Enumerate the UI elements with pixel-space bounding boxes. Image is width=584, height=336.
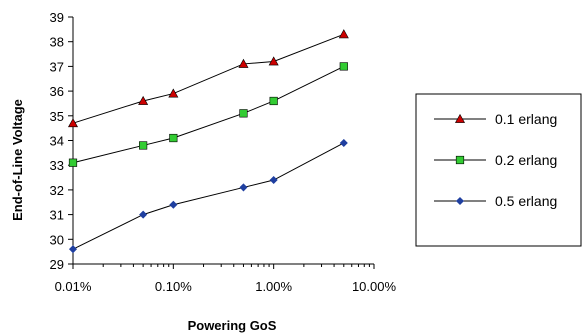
legend-marker	[454, 113, 466, 123]
data-point	[139, 210, 148, 219]
legend: 0.1 erlang 0.2 erlang 0.5 erlang	[415, 93, 582, 247]
data-point	[168, 88, 179, 98]
data-point	[138, 95, 149, 105]
legend-label: 0.1 erlang	[495, 111, 557, 127]
y-tick-label: 33	[50, 158, 64, 173]
data-point	[268, 56, 279, 66]
legend-label: 0.5 erlang	[495, 193, 557, 209]
data-point	[68, 245, 78, 254]
data-point	[339, 138, 348, 147]
legend-item-2: 0.2 erlang	[434, 152, 557, 168]
data-point	[239, 109, 248, 118]
data-point	[239, 183, 248, 192]
y-tick-label: 31	[50, 208, 64, 223]
y-tick-label: 30	[50, 232, 64, 247]
legend-item-3: 0.5 erlang	[434, 193, 557, 209]
data-point	[269, 96, 278, 106]
y-tick-label: 38	[50, 35, 64, 50]
series-line	[72, 65, 345, 164]
series-2	[68, 62, 348, 167]
x-axis-title: Powering GoS	[188, 318, 277, 333]
legend-item-1: 0.1 erlang	[434, 111, 557, 127]
y-tick-label: 39	[50, 10, 64, 25]
y-tick-label: 35	[50, 109, 64, 124]
data-point	[238, 58, 249, 68]
y-tick-label: 37	[50, 59, 64, 74]
data-point	[339, 62, 348, 71]
data-point	[68, 158, 78, 167]
y-axis-title: End-of-Line Voltage	[10, 99, 25, 221]
series-layer	[67, 29, 349, 254]
y-axis-ticks: 29 30 31 32 33 34 35 36 37 38 39	[50, 10, 73, 272]
y-tick-label: 29	[50, 257, 64, 272]
x-tick-label: 10.00%	[352, 279, 397, 294]
y-tick-label: 34	[50, 134, 64, 149]
data-point	[169, 200, 178, 209]
x-tick-label: 0.10%	[155, 279, 192, 294]
legend-marker	[455, 196, 465, 206]
x-tick-label: 1.00%	[255, 279, 292, 294]
data-point	[67, 118, 79, 128]
data-point	[169, 133, 178, 143]
series-3	[68, 138, 348, 254]
y-tick-label: 32	[50, 183, 64, 198]
data-point	[269, 175, 278, 185]
x-axis-ticks: 0.01% 0.10% 1.00% 10.00%	[55, 264, 397, 294]
data-point	[338, 29, 349, 39]
y-tick-label: 36	[50, 84, 64, 99]
legend-marker	[455, 155, 465, 165]
data-point	[139, 141, 148, 150]
series-line	[72, 33, 344, 124]
legend-label: 0.2 erlang	[495, 152, 557, 168]
series-line	[72, 142, 345, 250]
x-tick-label: 0.01%	[55, 279, 92, 294]
series-1	[67, 29, 349, 128]
